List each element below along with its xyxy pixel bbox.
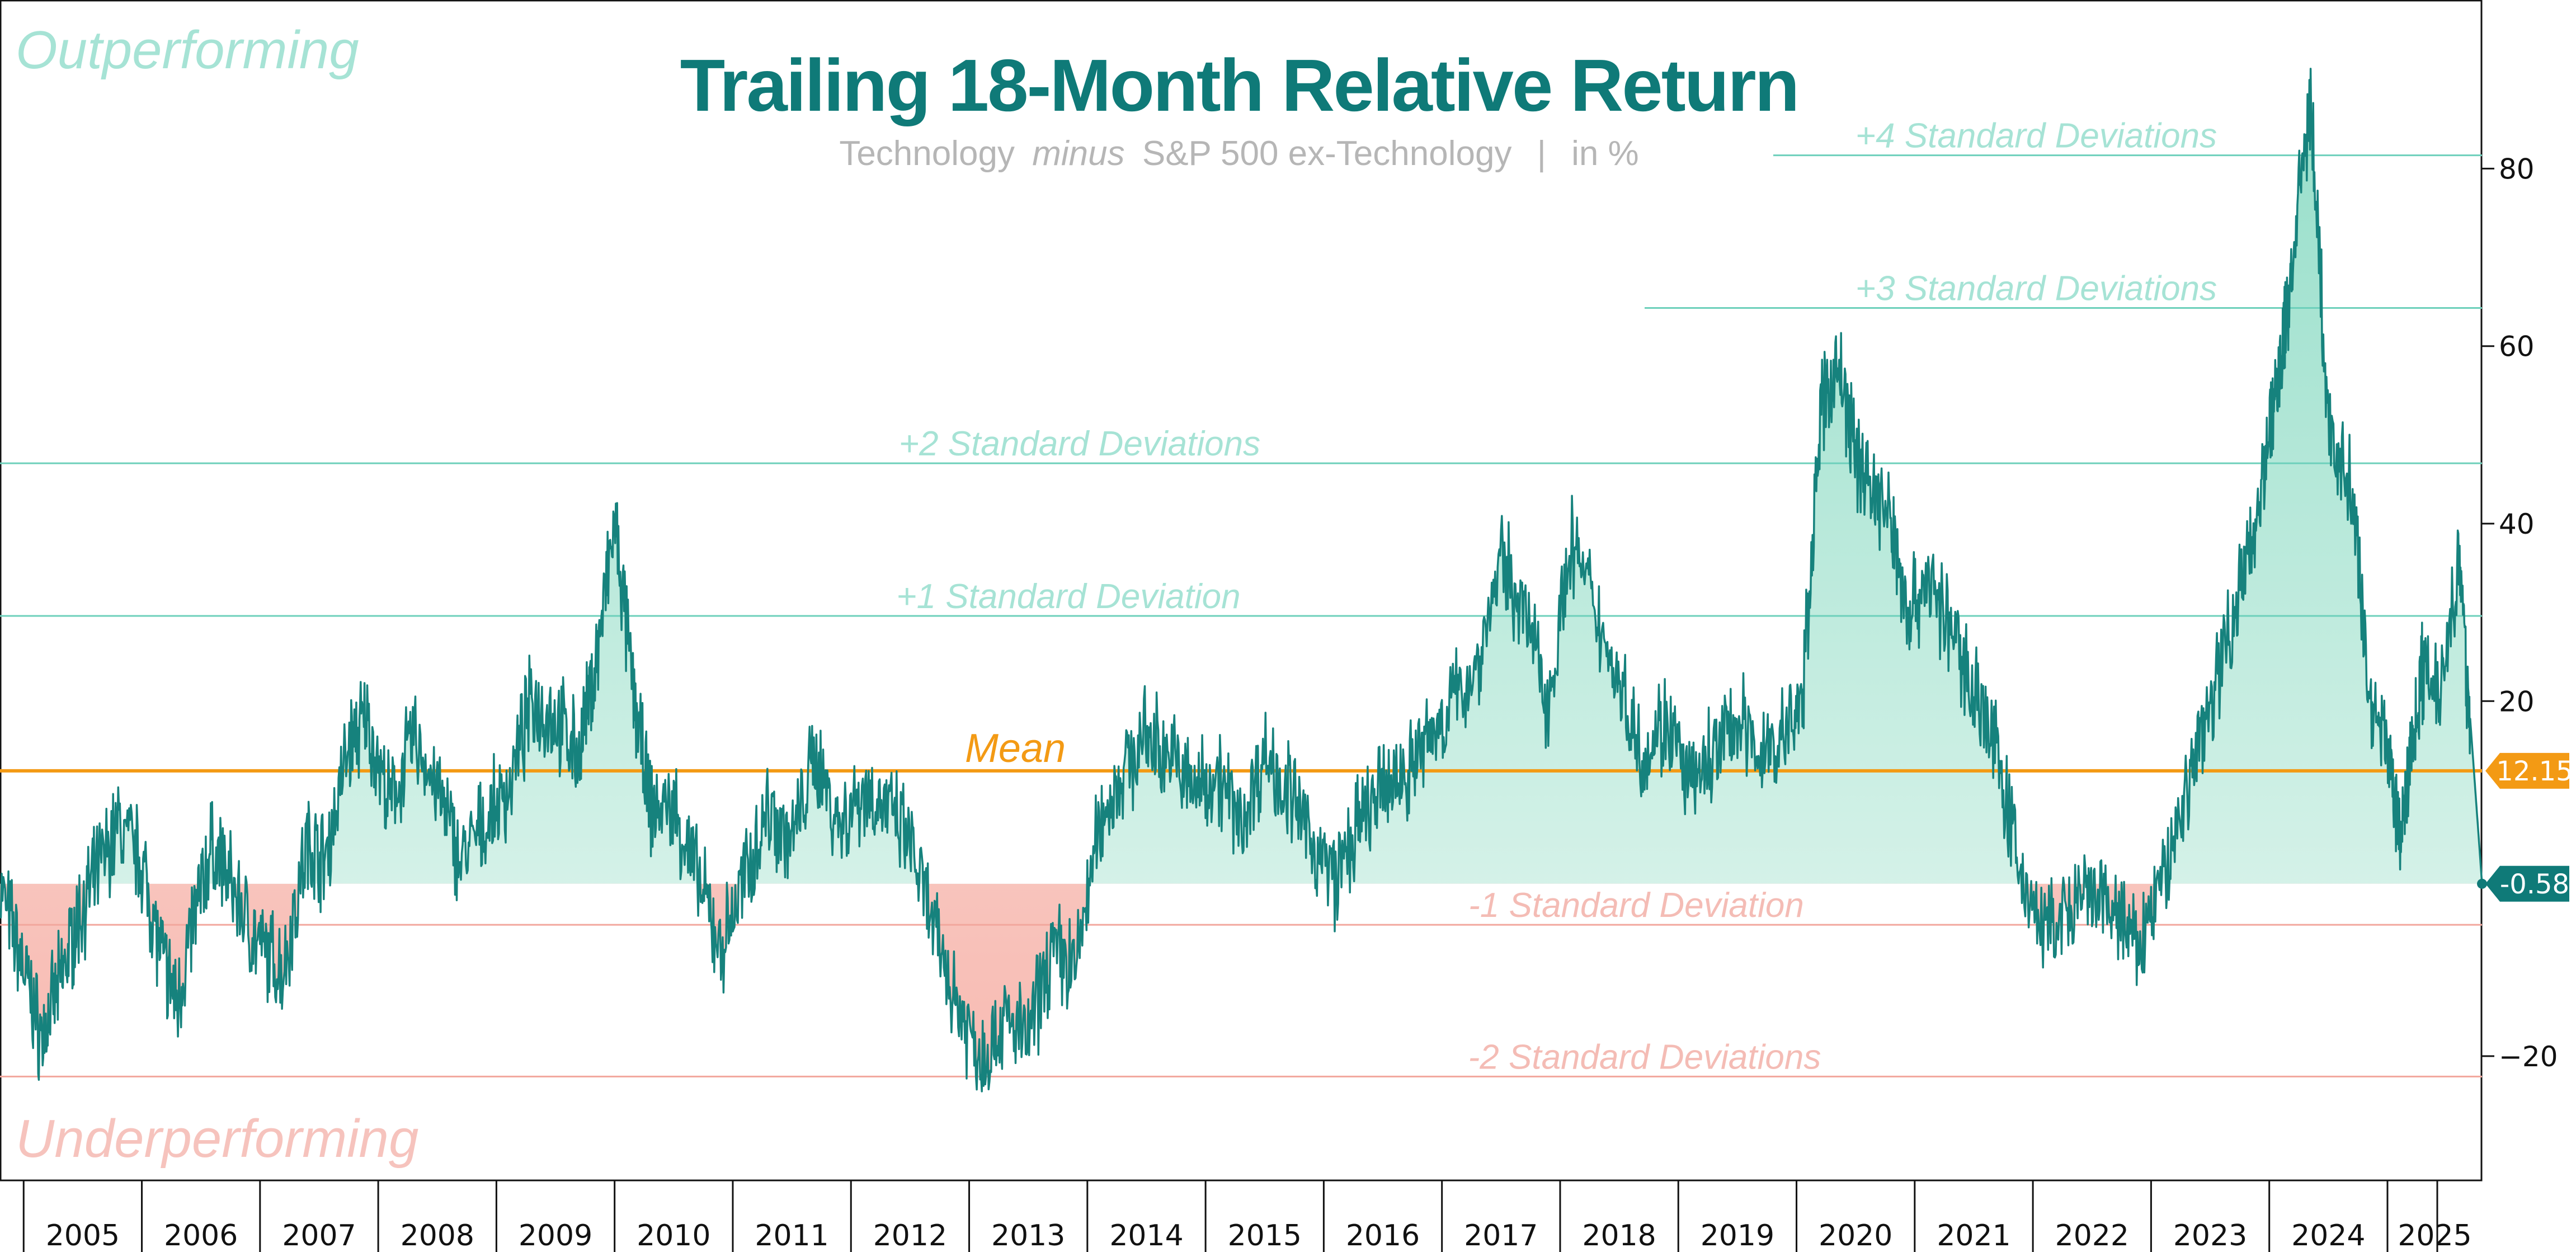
mean-badge-value: 12.15 — [2496, 756, 2573, 787]
subtitle-separator: | — [1537, 134, 1546, 173]
plot-frame — [0, 0, 2483, 1182]
x-tick-label: 2016 — [1346, 1219, 1420, 1252]
latest-point — [2477, 878, 2487, 889]
x-tick-label: 2021 — [1937, 1219, 2010, 1252]
subtitle-part2: minus — [1032, 134, 1124, 173]
underperforming-label: Underperforming — [16, 1109, 418, 1169]
sd-label: +2 Standard Deviations — [899, 425, 1260, 463]
subtitle-part1: Technology — [839, 134, 1015, 173]
outperforming-label: Outperforming — [16, 20, 359, 80]
sd-label: +1 Standard Deviation — [896, 577, 1240, 616]
x-tick-label: 2024 — [2291, 1219, 2365, 1252]
x-tick-label: 2011 — [755, 1219, 828, 1252]
x-tick-label: 2008 — [401, 1219, 474, 1252]
x-tick-label: 2019 — [1701, 1219, 1774, 1252]
chart-title: Trailing 18-Month Relative Return — [680, 44, 1798, 126]
x-tick-label: 2010 — [637, 1219, 710, 1252]
latest-badge-value: -0.58 — [2500, 869, 2569, 900]
sd-label: -2 Standard Deviations — [1468, 1038, 1821, 1076]
x-tick-label: 2013 — [991, 1219, 1065, 1252]
chart-subtitle: Technology minus S&P 500 ex-Technology |… — [839, 134, 1638, 173]
x-tick-label: 2017 — [1464, 1219, 1538, 1252]
x-tick-label: 2022 — [2055, 1219, 2129, 1252]
mean-label: Mean — [965, 726, 1066, 771]
outperformance-area — [0, 68, 2482, 884]
x-tick-label: 2015 — [1228, 1219, 1302, 1252]
y-tick-label: 20 — [2499, 685, 2535, 718]
area-fills — [0, 68, 2482, 1091]
subtitle-part3: S&P 500 ex-Technology — [1142, 134, 1512, 173]
x-tick-label: 2012 — [873, 1219, 947, 1252]
latest-badge-shape — [2485, 865, 2569, 902]
sd-label: +4 Standard Deviations — [1856, 117, 2217, 156]
x-tick-label: 2005 — [46, 1219, 120, 1252]
x-tick-label: 2006 — [164, 1219, 238, 1252]
x-tick-label: 2025 — [2398, 1219, 2471, 1252]
x-axis: 2005 2006 2007 2008 2009 2010 2011 2012 2013 2014… — [22, 1180, 2472, 1252]
x-tick-label: 2014 — [1109, 1219, 1183, 1252]
series-line — [0, 68, 2483, 1093]
y-axis: −20 20 40 60 80 — [2482, 153, 2558, 1073]
latest-badge: -0.58 — [2485, 865, 2569, 902]
y-tick-label: 60 — [2499, 331, 2535, 363]
y-tick-label: 80 — [2499, 153, 2535, 185]
x-tick-label: 2007 — [282, 1219, 356, 1252]
y-tick-label: −20 — [2499, 1041, 2558, 1073]
x-tick-label: 2018 — [1582, 1219, 1656, 1252]
x-tick-label: 2020 — [1819, 1219, 1892, 1252]
subtitle-unit: in % — [1571, 134, 1639, 173]
mean-badge-shape — [2485, 752, 2569, 789]
sd-label: +3 Standard Deviations — [1856, 270, 2217, 308]
x-tick-label: 2023 — [2173, 1219, 2247, 1252]
standard-deviation-lines: +4 Standard Deviations +3 Standard Deviat… — [0, 117, 2482, 1077]
mean-badge: 12.15 — [2485, 752, 2573, 789]
y-tick-label: 40 — [2499, 508, 2535, 540]
x-tick-label: 2009 — [519, 1219, 592, 1252]
sd-label: -1 Standard Deviation — [1468, 886, 1804, 925]
underperformance-area — [0, 883, 2170, 1091]
